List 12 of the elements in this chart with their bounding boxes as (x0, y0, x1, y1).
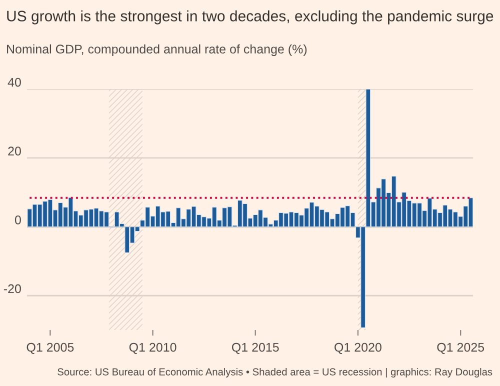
source-note: Source: US Bureau of Economic Analysis • Shaded area = US recession | graphics: Ray Douglas (58, 368, 492, 378)
y-tick-label: 0 (14, 215, 21, 224)
x-tick-label: Q1 2010 (129, 342, 176, 354)
y-tick-label: -20 (4, 284, 21, 294)
x-tick-label: Q1 2015 (232, 342, 279, 354)
x-tick-label: Q1 2025 (437, 342, 484, 354)
chart-subtitle: Nominal GDP, compounded annual rate of change (%) (7, 44, 307, 56)
chart-title: US growth is the strongest in two decades, excluding the pandemic surge (7, 10, 494, 24)
x-tick-label: Q1 2020 (334, 342, 382, 354)
y-tick-label: 20 (8, 146, 21, 156)
x-tick-label: Q1 2005 (26, 342, 74, 354)
y-tick-label: 40 (8, 78, 21, 87)
